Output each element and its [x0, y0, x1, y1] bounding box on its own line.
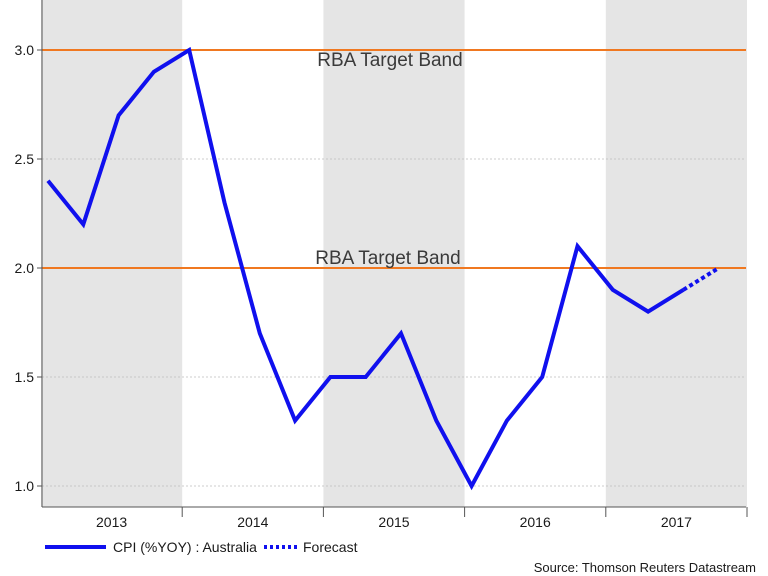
- y-tick-label: 2.5: [15, 151, 35, 167]
- y-tick-label: 1.0: [15, 478, 35, 494]
- legend-label-cpi: CPI (%YOY) : Australia: [113, 539, 257, 555]
- reference-line-label: RBA Target Band: [315, 248, 460, 269]
- y-tick-label: 1.5: [15, 369, 35, 385]
- reference-lines: RBA Target Band RBA Target Band: [42, 49, 746, 269]
- shaded-band-2013: [41, 0, 183, 507]
- x-tick-label: 2017: [661, 514, 692, 530]
- legend-label-forecast: Forecast: [303, 539, 358, 555]
- shaded-year-bands: [41, 0, 747, 507]
- x-tick-label: 2016: [520, 514, 551, 530]
- x-tick-label: 2015: [378, 514, 409, 530]
- source-note: Source: Thomson Reuters Datastream: [534, 560, 756, 575]
- reference-line-label: RBA Target Band: [317, 50, 462, 71]
- y-tick-label: 3.0: [15, 42, 35, 58]
- series-lines: [46, 46, 720, 491]
- shaded-band-2015: [323, 0, 465, 507]
- axes: 1.0 1.5 2.0 2.5 3.0 2013 2014 2015 2016 2017: [15, 0, 748, 530]
- shaded-band-2017: [605, 0, 747, 507]
- x-tick-label: 2013: [96, 514, 127, 530]
- legend: CPI (%YOY) : Australia Forecast: [45, 539, 358, 555]
- x-tick-label: 2014: [237, 514, 268, 530]
- y-tick-label: 2.0: [15, 260, 35, 276]
